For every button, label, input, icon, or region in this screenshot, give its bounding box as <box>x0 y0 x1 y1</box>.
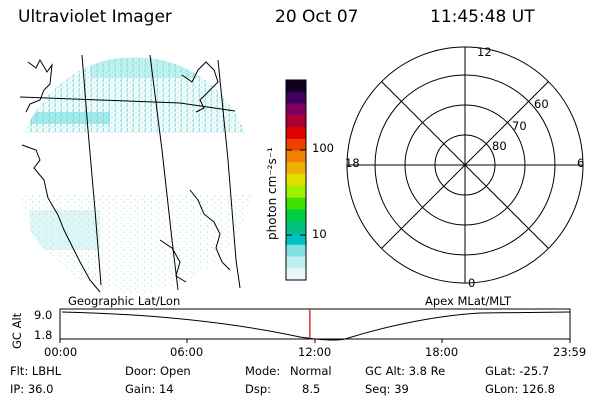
altitude-xtick-1200: 12:00 <box>298 345 332 359</box>
altitude-xtick-2359: 23:59 <box>553 345 587 359</box>
colorbar <box>285 79 307 281</box>
colorbar-tick-100: 100 <box>312 141 334 155</box>
polar-grid <box>346 46 584 284</box>
altitude-xtick-1800: 18:00 <box>425 345 459 359</box>
colorbar-swatch <box>286 91 306 105</box>
colorbar-swatch <box>286 103 306 116</box>
colorbar-swatch <box>286 256 306 269</box>
colorbar-swatch <box>286 115 306 128</box>
polar-label-lat-70: 70 <box>512 119 527 133</box>
status-glon: GLon: 126.8 <box>485 382 555 396</box>
altitude-xtick-0600: 06:00 <box>170 345 204 359</box>
status-seq: Seq: 39 <box>365 382 409 396</box>
status-door: Door: Open <box>125 364 191 378</box>
colorbar-unit-label: photon cm⁻²s⁻¹ <box>265 147 279 240</box>
status-mode-value: Normal <box>290 364 332 378</box>
colorbar-swatch <box>286 232 306 246</box>
polar-label-mlt-12: 12 <box>477 45 492 59</box>
map-caption: Geographic Lat/Lon <box>68 294 181 308</box>
altitude-ytick-1-8: 1.8 <box>34 328 53 342</box>
polar-label-mlt-6: 6 <box>577 156 585 170</box>
colorbar-swatch <box>286 221 306 234</box>
polar-label-lat-80: 80 <box>492 139 507 153</box>
polar-label-lat-60: 60 <box>534 97 549 111</box>
polar-caption: Apex MLat/MLT <box>425 294 512 308</box>
colorbar-swatch <box>286 127 306 140</box>
altitude-ytick-9: 9.0 <box>34 308 53 322</box>
colorbar-swatch <box>286 138 306 152</box>
colorbar-swatch <box>286 268 306 281</box>
status-mode-label: Mode: <box>245 364 281 378</box>
status-gain: Gain: 14 <box>125 382 174 396</box>
date-label: 20 Oct 07 <box>275 7 359 27</box>
colorbar-swatch <box>286 209 306 222</box>
polar-label-mlt-18: 18 <box>345 156 360 170</box>
colorbar-swatch <box>286 174 306 187</box>
status-filter: Flt: LBHL <box>10 364 62 378</box>
altitude-curve <box>61 311 571 341</box>
colorbar-swatch <box>286 162 306 175</box>
status-ip: IP: 36.0 <box>10 382 54 396</box>
status-dsp-value: 8.5 <box>302 382 321 396</box>
altitude-plot <box>59 308 571 343</box>
coastline-outline <box>21 58 231 293</box>
colorbar-swatch <box>286 185 306 199</box>
altitude-ylabel: GC Alt <box>10 312 24 349</box>
colorbar-swatch <box>286 244 306 257</box>
status-gc-alt: GC Alt: 3.8 Re <box>365 364 446 378</box>
latlon-grid <box>19 54 241 291</box>
instrument-title: Ultraviolet Imager <box>18 7 172 27</box>
polar-label-mlt-0: 0 <box>468 276 476 290</box>
colorbar-swatch <box>286 150 306 163</box>
colorbar-tick-10: 10 <box>312 227 327 241</box>
time-label: 11:45:48 UT <box>430 7 535 27</box>
altitude-xtick-0000: 00:00 <box>44 345 78 359</box>
status-glat: GLat: -25.7 <box>485 364 550 378</box>
colorbar-swatch <box>286 197 306 210</box>
colorbar-swatch <box>286 80 306 93</box>
status-dsp-label: Dsp: <box>245 382 272 396</box>
